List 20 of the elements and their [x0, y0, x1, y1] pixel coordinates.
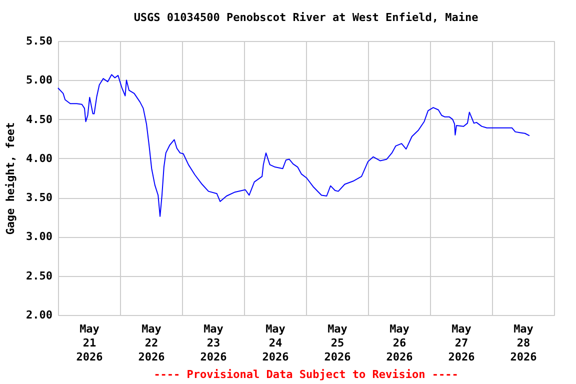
y-tick-label: 2.00: [26, 308, 52, 322]
x-tick-label: May 28 2026: [510, 322, 538, 364]
y-tick-label: 5.00: [26, 74, 52, 87]
y-tick-label: 2.50: [26, 269, 52, 282]
x-tick-label: May 25 2026: [324, 322, 352, 364]
y-axis-title: Gage height, feet: [4, 122, 18, 235]
x-tick-label: May 22 2026: [138, 322, 166, 364]
x-tick-label: May 21 2026: [76, 322, 104, 364]
y-tick-label: 5.50: [26, 34, 52, 48]
chart-title: USGS 01034500 Penobscot River at West Enfield, Maine: [134, 11, 479, 24]
text: ---- Provisional Data Subject to Revision ----: [154, 368, 458, 381]
line-series: [58, 74, 530, 217]
x-tick-label: May 26 2026: [386, 322, 414, 364]
y-tick-label: 3.50: [26, 191, 52, 204]
x-tick-label: May 27 2026: [448, 322, 476, 364]
x-tick-label: May 23 2026: [200, 322, 228, 364]
y-tick-label: 4.00: [26, 152, 52, 165]
x-tick-label: May 24 2026: [262, 322, 290, 364]
y-tick-label: 3.00: [26, 230, 52, 244]
y-tick-label: 4.50: [26, 112, 52, 126]
